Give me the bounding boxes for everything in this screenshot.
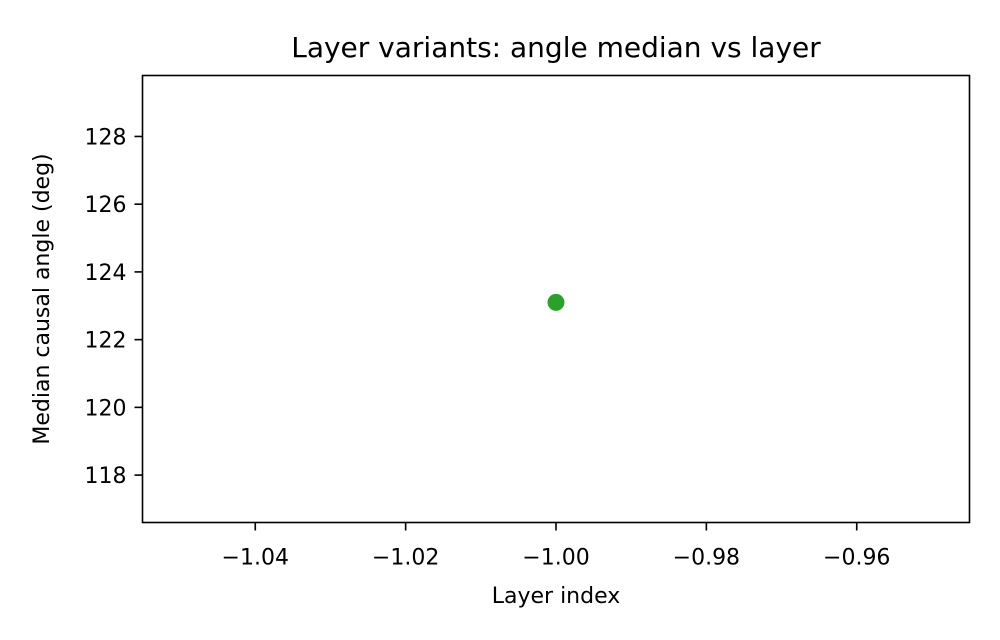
y-tick-label: 126 — [85, 193, 127, 218]
x-tick-label: −1.02 — [372, 546, 439, 571]
chart-title: Layer variants: angle median vs layer — [291, 31, 821, 64]
y-tick-label: 122 — [85, 329, 127, 354]
x-tick-label: −1.04 — [222, 546, 289, 571]
y-tick-label: 124 — [85, 261, 127, 286]
x-tick-label: −1.00 — [522, 546, 589, 571]
data-point — [547, 293, 565, 311]
y-axis-label: Median causal angle (deg) — [30, 153, 55, 444]
y-tick-label: 128 — [85, 125, 127, 150]
x-tick-label: −0.96 — [823, 546, 890, 571]
x-tick-label: −0.98 — [673, 546, 740, 571]
x-axis-label: Layer index — [492, 584, 621, 609]
y-tick-label: 120 — [85, 396, 127, 421]
y-tick-label: 118 — [85, 464, 127, 489]
